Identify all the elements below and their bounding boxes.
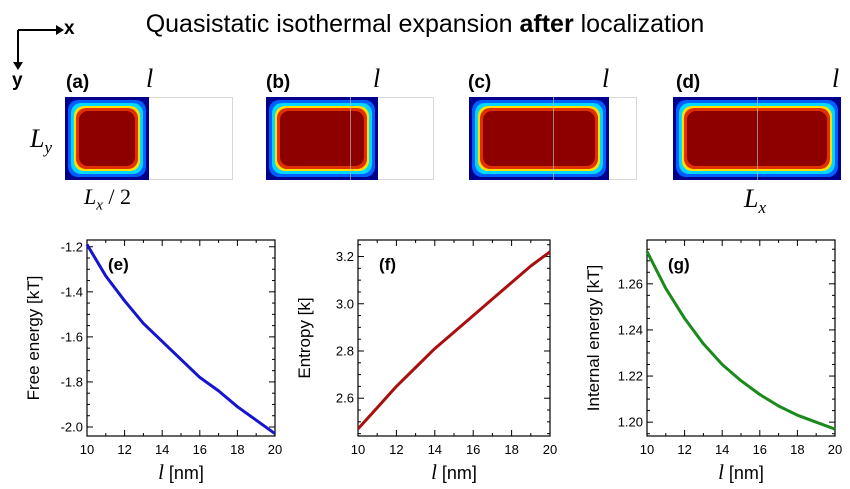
y-axis-label: Entropy [k] xyxy=(295,297,314,378)
x-tick-label: 14 xyxy=(155,442,169,457)
lx-half-suffix: / 2 xyxy=(102,184,132,209)
lx-half-sub: x xyxy=(96,197,103,214)
x-tick-label: 12 xyxy=(389,442,403,457)
x-axis-symbol: l xyxy=(158,460,164,484)
lx-sub: x xyxy=(758,198,767,218)
chart-g: 10 12 14 16 18 20 1.26 1.24 1.22 1.20 (g) l [nm] Int… xyxy=(584,239,842,484)
ly-sub: y xyxy=(44,138,53,158)
x-tick-label: 20 xyxy=(543,442,557,457)
y-tick-label: 2.8 xyxy=(336,343,354,358)
x-tick-label: 12 xyxy=(117,442,131,457)
y-tick-label: -1.2 xyxy=(61,239,83,254)
x-axis-label: l [nm] xyxy=(718,460,764,484)
y-tick-label: 3.2 xyxy=(336,249,354,264)
chart-f: 10 12 14 16 18 20 3.2 3.0 2.8 2.6 (f) l [nm] Entropy… xyxy=(295,239,557,484)
title-bold: after xyxy=(519,10,574,38)
chart-e: 10 12 14 16 18 20 -1.2 -1.4 -1.6 -1.8 -2.0 (e) l [nm… xyxy=(24,239,282,484)
x-axis-unit: [nm] xyxy=(437,463,477,483)
density-map xyxy=(65,97,149,180)
y-tick-label: -1.6 xyxy=(61,329,83,344)
x-tick-label: 10 xyxy=(351,442,365,457)
x-tick-label: 18 xyxy=(230,442,244,457)
x-tick-label: 16 xyxy=(193,442,207,457)
axis-indicator-arrows xyxy=(13,25,64,70)
x-tick-label: 12 xyxy=(677,442,691,457)
series-line xyxy=(356,250,551,430)
lx-base: L xyxy=(744,184,759,213)
x-tick-label: 10 xyxy=(640,442,654,457)
y-tick-label: 1.20 xyxy=(618,415,643,430)
y-axis-label: Internal energy [kT] xyxy=(584,265,603,411)
x-axis-letter: x xyxy=(64,18,75,39)
panel-symbol-c: l xyxy=(602,64,610,93)
y-tick-label: -1.8 xyxy=(61,374,83,389)
y-tick-label: 3.0 xyxy=(336,296,354,311)
density-maps xyxy=(65,97,841,180)
ly-base: L xyxy=(30,124,45,153)
x-tick-label: 18 xyxy=(790,442,804,457)
lx-label: Lx xyxy=(744,184,766,218)
y-tick-label: 1.26 xyxy=(618,276,643,291)
x-tick-label: 20 xyxy=(828,442,842,457)
title-prefix: Quasistatic isothermal expansion xyxy=(145,10,520,38)
figure-title: Quasistatic isothermal expansion after l… xyxy=(0,10,850,39)
x-tick-label: 18 xyxy=(504,442,518,457)
y-axis-letter: y xyxy=(12,70,23,91)
series-line xyxy=(85,243,276,435)
density-map xyxy=(266,97,378,180)
x-tick-label: 10 xyxy=(80,442,94,457)
density-core xyxy=(280,111,364,166)
y-tick-label: 2.6 xyxy=(336,391,354,406)
panel-label-c: (c) xyxy=(468,72,492,93)
x-tick-label: 20 xyxy=(268,442,282,457)
x-axis-unit: [nm] xyxy=(724,463,764,483)
density-map xyxy=(469,97,609,180)
x-axis-label: l [nm] xyxy=(431,460,477,484)
panel-label-d: (d) xyxy=(676,72,701,93)
title-suffix: localization xyxy=(573,10,705,38)
x-axis-unit: [nm] xyxy=(164,463,204,483)
panel-symbol-b: l xyxy=(373,64,381,93)
ly-label: Ly xyxy=(30,124,52,158)
panel-label: (f) xyxy=(379,255,396,274)
panel-symbol-a: l xyxy=(146,64,154,93)
panel-symbol-d: l xyxy=(832,64,840,93)
series-line xyxy=(645,250,836,431)
x-axis-symbol: l xyxy=(431,460,437,484)
x-tick-label: 16 xyxy=(466,442,480,457)
x-axis-label: l [nm] xyxy=(158,460,204,484)
density-core xyxy=(483,111,595,166)
x-axis-symbol: l xyxy=(718,460,724,484)
panel-label: (e) xyxy=(108,255,129,274)
density-core xyxy=(79,111,135,166)
panel-label-a: (a) xyxy=(66,72,90,93)
lx-half-base: L xyxy=(84,184,97,209)
y-axis-label: Free energy [kT] xyxy=(24,276,43,401)
panel-label-b: (b) xyxy=(266,72,291,93)
y-tick-label: -1.4 xyxy=(61,284,83,299)
y-tick-label: 1.24 xyxy=(618,322,643,337)
y-tick-label: -2.0 xyxy=(61,419,83,434)
lx-half-label: Lx / 2 xyxy=(84,184,131,214)
x-tick-label: 14 xyxy=(715,442,729,457)
panel-label: (g) xyxy=(668,255,690,274)
x-tick-label: 16 xyxy=(753,442,767,457)
x-tick-label: 14 xyxy=(428,442,442,457)
y-tick-label: 1.22 xyxy=(618,369,643,384)
